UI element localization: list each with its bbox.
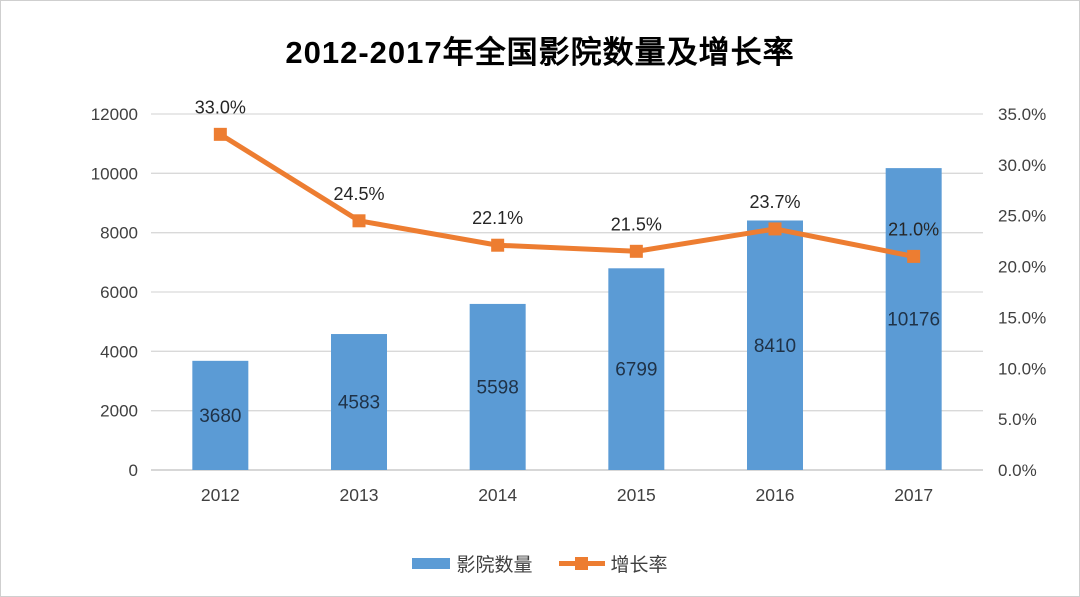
right-axis-tick-30.0%: 30.0% xyxy=(998,156,1046,175)
bar-label-2012: 3680 xyxy=(199,406,241,427)
bar-2014 xyxy=(469,303,526,470)
bar-label-2013: 4583 xyxy=(338,393,380,414)
point-label-2013: 24.5% xyxy=(333,184,384,204)
left-axis-tick-8000: 8000 xyxy=(100,224,138,243)
legend-item-cinema-count: 影院数量 xyxy=(412,550,533,577)
x-axis-label-2015: 2015 xyxy=(617,485,656,505)
point-label-2014: 22.1% xyxy=(472,208,523,228)
line-marker-swatch-icon xyxy=(558,557,605,570)
marker-2017 xyxy=(907,249,921,263)
bar-label-2017: 10176 xyxy=(887,310,940,331)
x-axis-label-2014: 2014 xyxy=(478,485,517,505)
bar-2012 xyxy=(192,360,249,470)
point-label-2015: 21.5% xyxy=(611,214,662,234)
x-axis-label-2013: 2013 xyxy=(340,485,379,505)
left-axis-tick-2000: 2000 xyxy=(100,402,138,421)
x-axis-label-2016: 2016 xyxy=(756,485,795,505)
legend: 影院数量 增长率 xyxy=(1,550,1079,577)
right-axis-tick-15.0%: 15.0% xyxy=(998,308,1046,327)
marker-2012 xyxy=(213,127,227,141)
legend-item-growth-rate: 增长率 xyxy=(558,550,668,577)
legend-label-cinema-count: 影院数量 xyxy=(456,555,533,576)
left-axis-tick-0: 0 xyxy=(129,461,138,480)
marker-2015 xyxy=(629,244,643,258)
x-axis-label-2012: 2012 xyxy=(201,485,240,505)
bar-swatch-icon xyxy=(412,558,451,569)
legend-label-growth-rate: 增长率 xyxy=(610,555,668,576)
left-axis-tick-4000: 4000 xyxy=(100,342,138,361)
right-axis-tick-25.0%: 25.0% xyxy=(998,207,1046,226)
right-axis-tick-0.0%: 0.0% xyxy=(998,461,1037,480)
marker-2014 xyxy=(491,238,505,252)
point-label-2012: 33.0% xyxy=(195,97,246,117)
marker-2016 xyxy=(768,222,782,236)
left-axis-tick-12000: 12000 xyxy=(91,105,138,124)
point-label-2016: 23.7% xyxy=(749,192,800,212)
growth-rate-line xyxy=(219,132,915,259)
right-axis-tick-10.0%: 10.0% xyxy=(998,359,1046,378)
bar-label-2016: 8410 xyxy=(754,336,796,357)
bar-2015 xyxy=(608,268,665,470)
point-label-2017: 21.0% xyxy=(888,219,939,239)
bar-2016 xyxy=(747,220,803,470)
bar-label-2014: 5598 xyxy=(477,377,519,398)
right-axis-tick-20.0%: 20.0% xyxy=(998,258,1046,277)
left-axis-tick-10000: 10000 xyxy=(91,164,138,183)
bar-label-2015: 6799 xyxy=(615,360,657,381)
line-swatch-marker xyxy=(574,557,588,570)
chart-title: 2012-2017年全国影院数量及增长率 xyxy=(285,35,795,70)
bar-2013 xyxy=(331,334,387,470)
x-axis-label-2017: 2017 xyxy=(894,485,933,505)
marker-2013 xyxy=(352,214,366,228)
bar-2017 xyxy=(885,168,942,470)
left-axis-tick-6000: 6000 xyxy=(100,283,138,302)
right-axis-tick-35.0%: 35.0% xyxy=(998,105,1046,124)
right-axis-tick-5.0%: 5.0% xyxy=(998,410,1037,429)
